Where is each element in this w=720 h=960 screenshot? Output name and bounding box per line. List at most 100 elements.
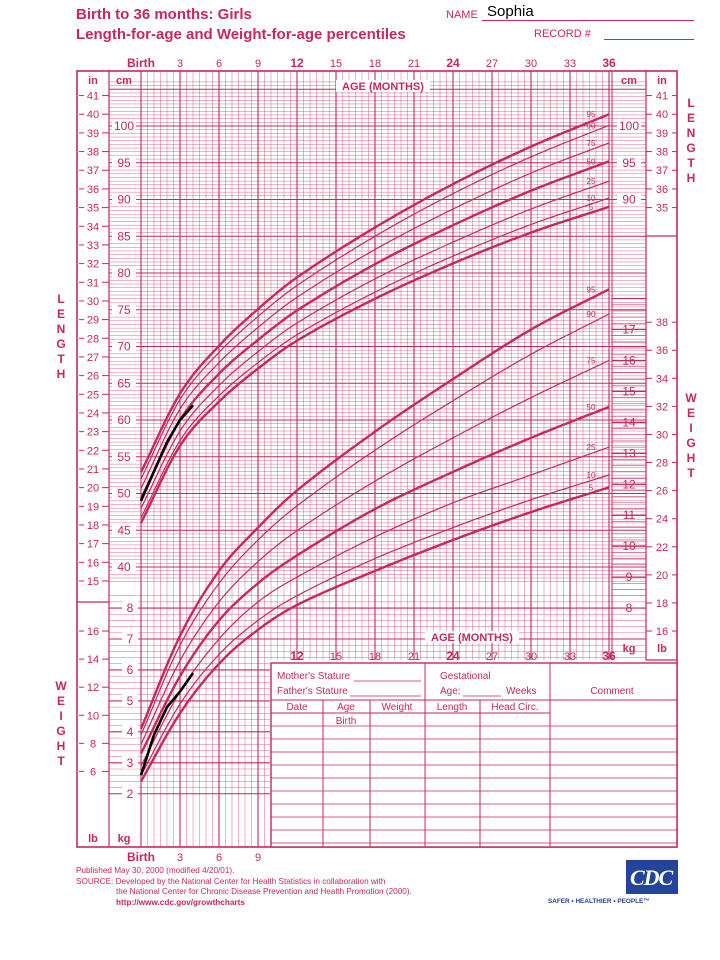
tick-kg-left: 3	[127, 756, 134, 770]
percentile-curve-weight-95	[139, 288, 610, 730]
tick-cm-left: 40	[117, 560, 131, 574]
tick-lb-right: 30	[656, 429, 668, 441]
record-table	[270, 662, 678, 848]
x-tick-label-middle: 21	[408, 651, 420, 663]
y-axis-title-weight-right: G	[686, 436, 695, 450]
y-axis-title-length-left: G	[56, 337, 65, 351]
tick-kg-right: 13	[622, 446, 636, 460]
tick-in-left: 23	[87, 427, 99, 439]
tick-cm-left: 90	[117, 193, 131, 207]
table-birth-label: Birth	[336, 716, 357, 727]
tick-cm-bg	[112, 119, 136, 132]
patient-length-line	[139, 404, 194, 502]
y-axis-title-weight-right: H	[687, 451, 696, 465]
tick-kg-right: 15	[622, 384, 636, 398]
tick-cm-right: 90	[622, 193, 636, 207]
footer-line-published: Published May 30, 2000 (modified 4/20/01…	[76, 866, 235, 875]
y-axis-title-length-right: H	[687, 171, 696, 185]
y-axis-title-weight-left: E	[57, 694, 65, 708]
tick-kg-bg	[122, 786, 138, 800]
tick-cm-bg	[112, 376, 136, 390]
x-tick-label-bottom: Birth	[127, 850, 155, 864]
y-axis-title-weight-right: W	[685, 391, 697, 405]
x-tick-label-top: 3	[177, 58, 183, 70]
percentile-curve-weight-75	[140, 359, 610, 745]
tick-kg-right: 11	[623, 508, 636, 522]
tick-kg-right: 12	[622, 477, 636, 491]
tick-lb-left: 10	[87, 710, 99, 722]
x-tick-label-middle: 12	[290, 649, 304, 663]
percentile-label-length-50: 50	[587, 157, 596, 166]
tick-lb-left: 12	[87, 682, 99, 694]
tick-in-left: 18	[87, 520, 99, 532]
tick-kg-left: 6	[127, 663, 134, 677]
tick-in-left: 25	[87, 389, 99, 401]
cdc-logo-block: CDC SAFER • HEALTHIER • PEOPLE™	[548, 860, 688, 910]
record-underline[interactable]	[604, 39, 694, 40]
patient-weight-line	[139, 672, 195, 776]
tick-kg-right: 17	[622, 323, 636, 337]
chart-title-line1: Birth to 36 months: Girls	[76, 6, 252, 23]
x-tick-label-top: 9	[255, 58, 261, 70]
gestational-weeks-label: Weeks	[506, 686, 536, 697]
table-header-length: Length	[437, 702, 468, 713]
x-tick-label-top: 36	[602, 56, 616, 70]
name-value[interactable]: Sophia	[487, 3, 534, 20]
chart-title-line2: Length-for-age and Weight-for-age percen…	[76, 26, 406, 43]
tick-cm-bg	[112, 339, 136, 353]
tick-lb-left: 6	[90, 766, 96, 778]
tick-cm-left: 55	[117, 450, 131, 464]
percentile-curve-weight-50	[139, 405, 610, 755]
unit-kg-left: kg	[118, 833, 131, 845]
tick-in-left: 21	[87, 464, 99, 476]
tick-kg-right: 14	[622, 415, 636, 429]
percentile-label-length-95: 95	[587, 110, 596, 119]
footer-line-source: SOURCE: Developed by the National Center…	[76, 876, 386, 886]
tick-lb-right: 38	[656, 317, 668, 329]
y-axis-title-weight-right: T	[687, 466, 695, 480]
unit-cm-right: cm	[621, 75, 637, 87]
table-header-age: Age	[337, 702, 355, 713]
tick-kg-right: 10	[622, 539, 636, 553]
tick-in-right: 40	[656, 109, 668, 121]
tick-cm-left: 80	[117, 266, 131, 280]
age-banner-bg	[425, 631, 519, 643]
tick-in-left: 34	[87, 221, 99, 233]
gestational-label: Gestational	[440, 671, 491, 682]
x-tick-label-top: 6	[216, 58, 222, 70]
x-tick-label-middle: 30	[525, 651, 537, 663]
gestational-age-label: Age:	[440, 686, 461, 697]
tick-in-right: 39	[656, 128, 668, 140]
x-tick-label-top: 21	[408, 58, 420, 70]
tick-lb-right: 28	[656, 458, 668, 470]
tick-cm-bg	[112, 449, 136, 463]
percentile-curve-length-50	[139, 160, 610, 500]
x-tick-label-middle: 15	[330, 651, 342, 663]
tick-in-left: 30	[87, 296, 99, 308]
tick-in-left: 15	[87, 576, 99, 588]
tick-kg-bg	[122, 724, 138, 738]
tick-kg-left: 7	[127, 632, 134, 646]
tick-cm-bg	[112, 266, 136, 279]
tick-in-left: 41	[87, 91, 99, 103]
x-tick-label-top: 30	[525, 58, 537, 70]
tick-in-right: 38	[656, 147, 668, 159]
table-header-weight: Weight	[382, 702, 413, 713]
x-tick-label-top: 18	[369, 58, 381, 70]
tick-kg-bg	[122, 601, 138, 615]
age-banner-bg	[336, 80, 430, 92]
tick-cm-left: 65	[117, 376, 131, 390]
percentile-curve-weight-90	[140, 313, 610, 736]
footer-link[interactable]: http://www.cdc.gov/growthcharts	[116, 897, 245, 907]
tick-in-left: 16	[87, 557, 99, 569]
tick-lb-left: 14	[87, 654, 99, 666]
y-axis-title-length-left: N	[57, 322, 66, 336]
percentile-label-weight-75: 75	[587, 356, 596, 365]
tick-kg-right: 8	[626, 601, 633, 615]
tick-kg-bg	[122, 755, 138, 769]
table-header-date: Date	[286, 702, 308, 713]
name-label: NAME	[446, 9, 478, 21]
x-tick-label-bottom: 9	[255, 852, 261, 864]
tick-lb-right: 18	[656, 598, 668, 610]
tick-cm-left: 95	[117, 156, 131, 170]
